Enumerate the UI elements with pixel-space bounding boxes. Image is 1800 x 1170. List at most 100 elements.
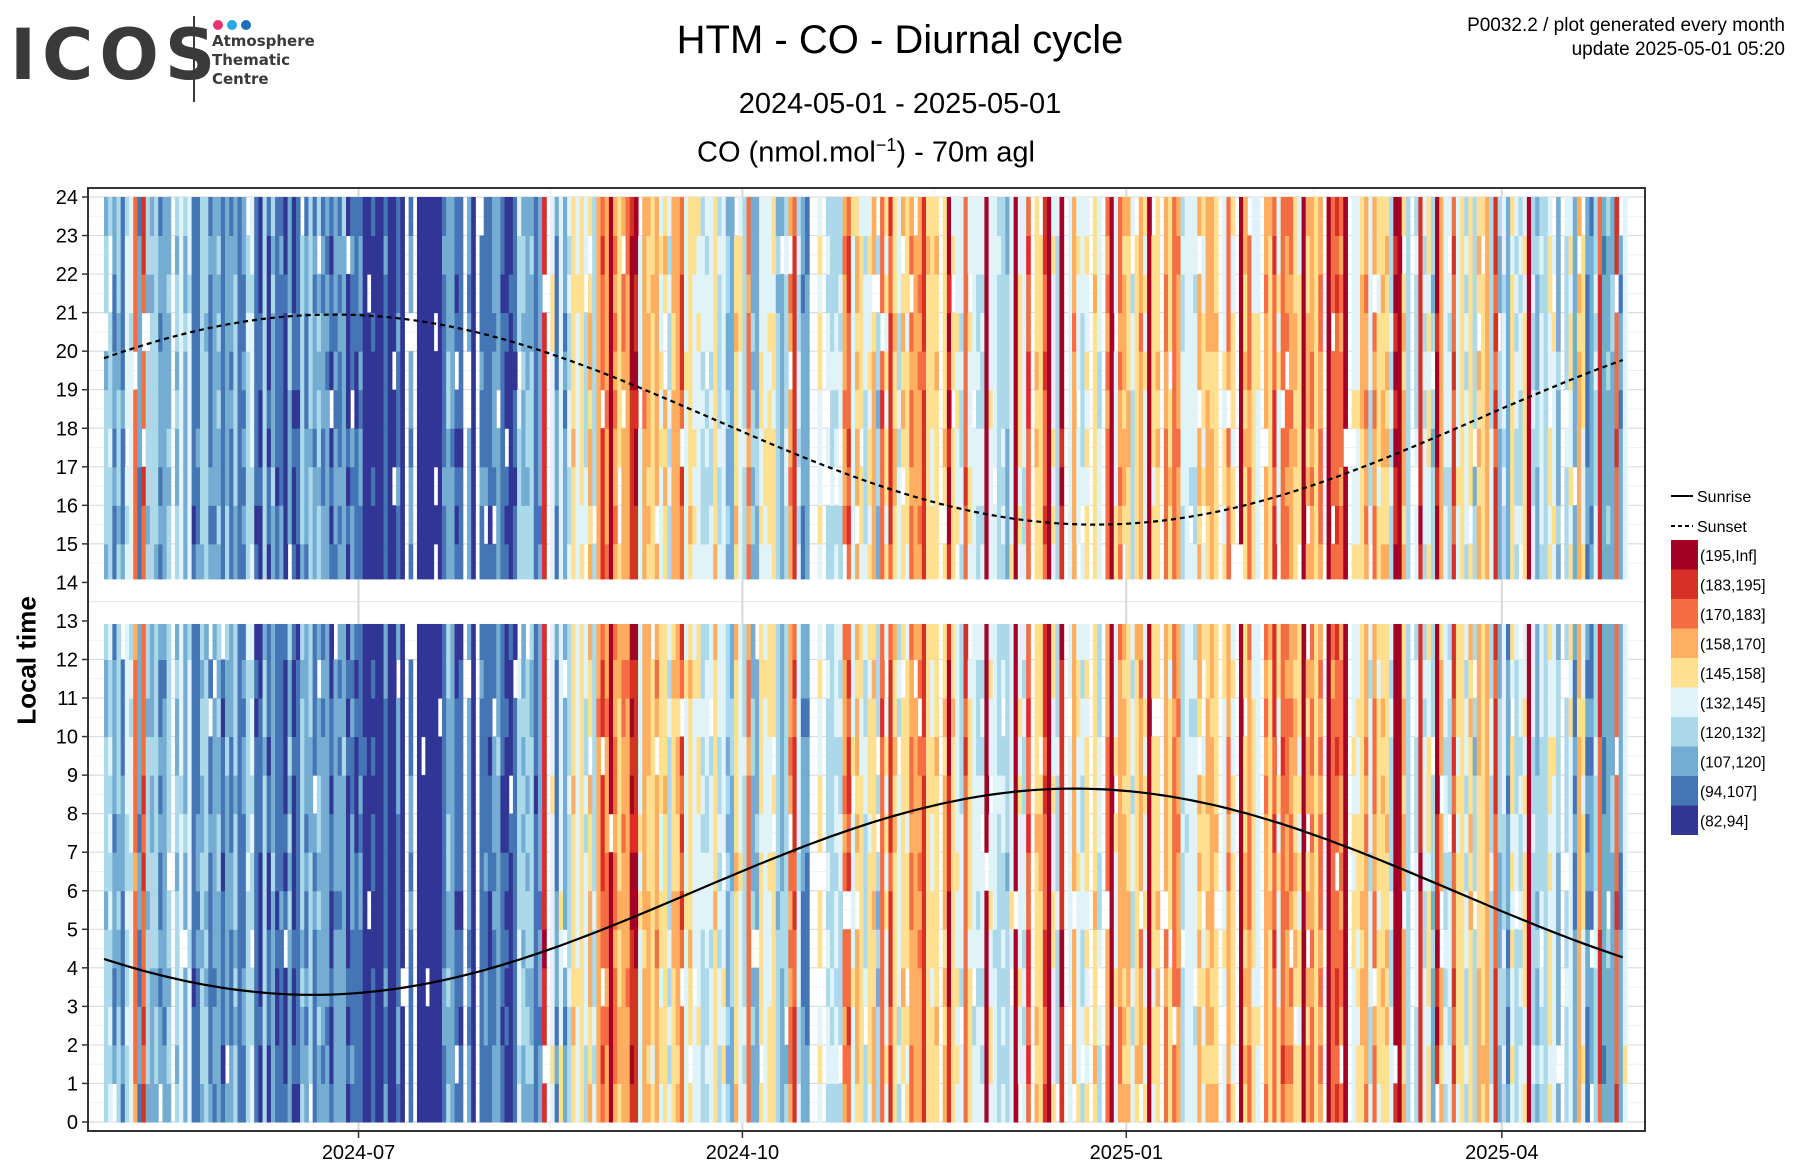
heatmap-cell [341, 235, 347, 275]
heatmap-cell [571, 967, 576, 1007]
heatmap-cell [692, 659, 698, 699]
heatmap-cell [1047, 274, 1052, 314]
heatmap-cell [800, 890, 806, 930]
heatmap-cell [429, 929, 435, 969]
heatmap-cell [759, 312, 764, 352]
heatmap-cell [642, 351, 647, 391]
heatmap-cell [913, 1006, 919, 1046]
heatmap-cell [270, 274, 276, 314]
heatmap-cell [596, 543, 602, 583]
heatmap-cell [245, 235, 251, 275]
heatmap-cell [446, 813, 451, 853]
heatmap-cell [658, 1044, 664, 1084]
heatmap-cell [717, 312, 723, 352]
heatmap-cell [909, 389, 914, 429]
heatmap-cell [625, 698, 631, 738]
heatmap-cell [967, 543, 973, 583]
heatmap-cell [496, 852, 501, 892]
heatmap-cell [625, 659, 631, 699]
heatmap-cell [145, 505, 151, 545]
heatmap-cell [458, 466, 464, 506]
heatmap-cell [971, 813, 977, 853]
heatmap-cell [283, 543, 289, 583]
heatmap-cell [859, 274, 864, 314]
logo-caption-line: Centre [212, 70, 269, 88]
heatmap-cell [963, 736, 969, 776]
heatmap-cell [946, 659, 952, 699]
heatmap-cell [838, 312, 844, 352]
heatmap-cell [984, 967, 990, 1007]
heatmap-cell [942, 890, 948, 930]
heatmap-cell [421, 543, 426, 583]
heatmap-cell [900, 1044, 906, 1084]
heatmap-cell [800, 428, 806, 468]
heatmap-cell [421, 698, 426, 738]
heatmap-cell [675, 466, 681, 506]
heatmap-cell [592, 620, 597, 660]
heatmap-cell [187, 929, 193, 969]
heatmap-cell [316, 775, 322, 815]
heatmap-cell [759, 274, 764, 314]
heatmap-cell [796, 428, 802, 468]
heatmap-cell [1042, 235, 1048, 275]
heatmap-cell [1055, 620, 1061, 660]
heatmap-cell [996, 852, 1002, 892]
heatmap-cell [258, 1083, 264, 1123]
heatmap-cell [529, 428, 535, 468]
heatmap-cell [383, 698, 389, 738]
heatmap-cell [796, 775, 802, 815]
heatmap-cell [721, 235, 727, 275]
heatmap-cell [333, 775, 339, 815]
heatmap-cell [354, 389, 360, 429]
heatmap-cell [792, 852, 798, 892]
heatmap-cell [383, 813, 389, 853]
heatmap-cell [279, 659, 284, 699]
heatmap-cell [250, 312, 255, 352]
heatmap-cell [729, 775, 735, 815]
heatmap-cell [508, 1006, 514, 1046]
heatmap-cell [613, 775, 618, 815]
heatmap-cell [571, 890, 576, 930]
heatmap-cell [909, 312, 914, 352]
heatmap-cell [729, 620, 735, 660]
heatmap-cell [729, 351, 735, 391]
heatmap-cell [258, 312, 264, 352]
heatmap-cell [917, 775, 923, 815]
heatmap-cell [258, 852, 264, 892]
heatmap-cell [149, 659, 155, 699]
heatmap-cell [320, 698, 326, 738]
heatmap-cell [350, 1044, 355, 1084]
heatmap-cell [930, 929, 935, 969]
heatmap-cell [508, 659, 514, 699]
heatmap-cell [909, 698, 914, 738]
heatmap-cell [166, 235, 172, 275]
heatmap-cell [967, 967, 973, 1007]
heatmap-cell [504, 1006, 510, 1046]
heatmap-cell [558, 235, 564, 275]
heatmap-cell [567, 389, 572, 429]
heatmap-cell [1072, 312, 1077, 352]
heatmap-cell [241, 312, 247, 352]
heatmap-cell [133, 736, 138, 776]
heatmap-cell [792, 274, 798, 314]
heatmap-cell [713, 620, 718, 660]
heatmap-cell [1055, 967, 1061, 1007]
heatmap-cell [179, 890, 184, 930]
heatmap-cell [279, 389, 284, 429]
heatmap-cell [295, 659, 301, 699]
heatmap-cell [951, 1006, 956, 1046]
heatmap-cell [663, 274, 668, 314]
heatmap-cell [850, 929, 856, 969]
heatmap-cell [692, 274, 698, 314]
heatmap-cell [988, 890, 994, 930]
heatmap-cell [863, 505, 869, 545]
heatmap-cell [942, 389, 948, 429]
heatmap-cell [1055, 1044, 1061, 1084]
heatmap-cell [742, 1083, 748, 1123]
heatmap-cell [608, 274, 614, 314]
heatmap-cell [254, 197, 259, 237]
heatmap-cell [450, 698, 455, 738]
heatmap-cell [850, 698, 856, 738]
heatmap-cell [245, 505, 251, 545]
heatmap-cell [354, 620, 360, 660]
